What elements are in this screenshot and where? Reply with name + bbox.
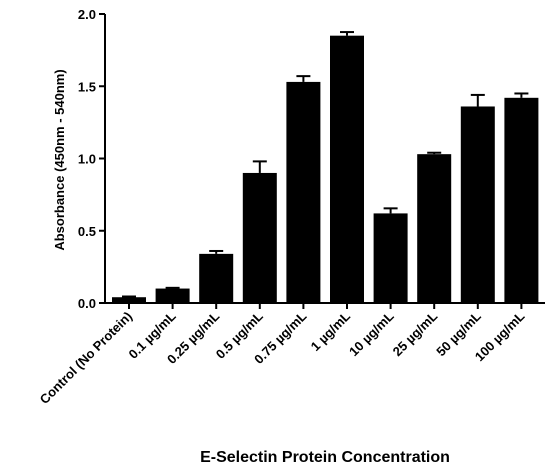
y-tick-label: 0.0 <box>78 296 96 311</box>
bar <box>330 35 364 304</box>
x-axis: Control (No Protein)0.1 µg/mL0.25 µg/mL0… <box>37 302 545 407</box>
x-axis-title: E-Selectin Protein Concentration <box>200 449 450 466</box>
y-tick-label: 1.0 <box>78 152 96 167</box>
bars <box>112 35 539 304</box>
x-tick-label: Control (No Protein) <box>37 309 135 407</box>
bar <box>242 172 277 303</box>
bar <box>417 154 452 303</box>
bar <box>112 297 146 303</box>
y-tick-label: 1.5 <box>78 79 96 94</box>
bar <box>286 81 321 303</box>
y-tick-label: 0.5 <box>78 224 96 239</box>
bar <box>504 97 539 303</box>
y-axis: 0.0 0.5 1.0 1.5 2.0 <box>78 7 106 311</box>
bar <box>155 288 190 303</box>
bar <box>199 253 234 303</box>
bar <box>460 106 495 303</box>
y-axis-title: Absorbance (450nm - 540nm) <box>52 69 67 250</box>
bar <box>373 213 408 303</box>
error-bars <box>122 31 529 298</box>
y-tick-label: 2.0 <box>78 7 96 22</box>
x-tick-label: 10 µg/mL <box>346 308 397 359</box>
x-tick-label: 25 µg/mL <box>390 308 441 359</box>
